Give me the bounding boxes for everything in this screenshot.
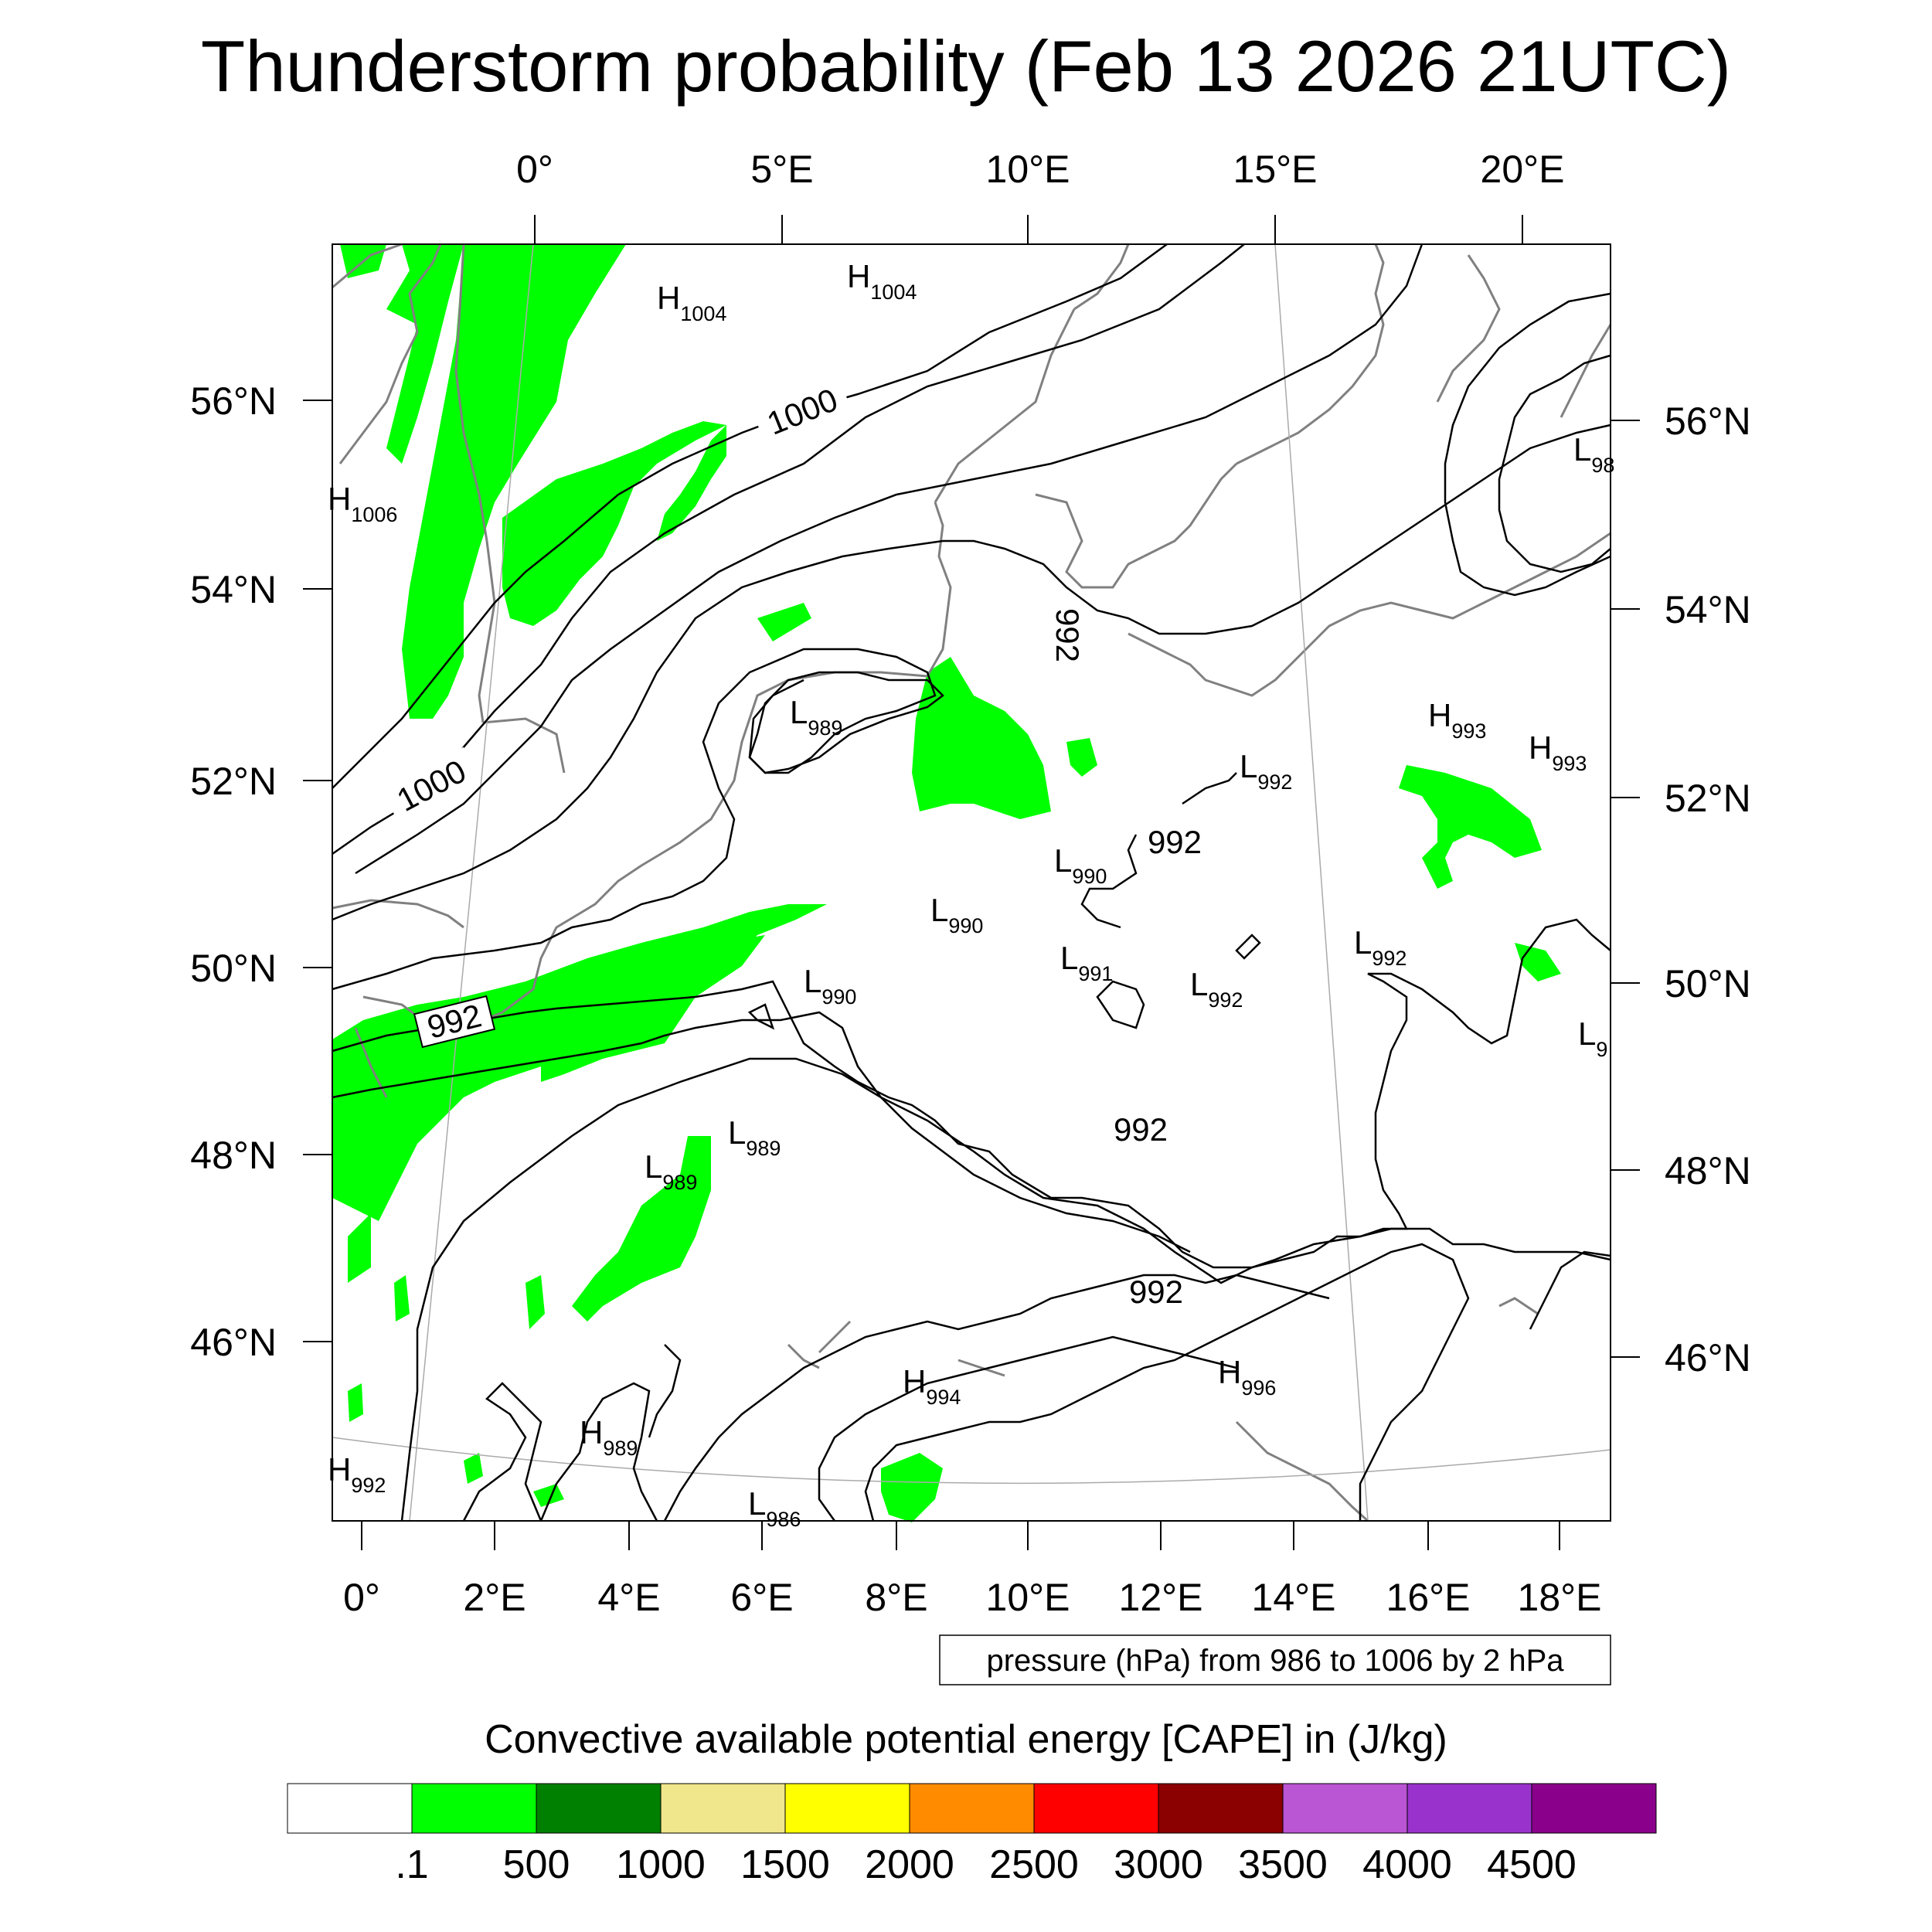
colorbar-swatch — [1406, 1783, 1532, 1834]
pressure-center: H989 — [580, 1414, 638, 1460]
pressure-center: H994 — [903, 1363, 961, 1409]
colorbar-swatch — [1282, 1783, 1408, 1834]
lat-label: 52°N — [190, 760, 277, 803]
lon-label: 15°E — [1233, 148, 1318, 191]
pressure-center: L989 — [790, 694, 842, 740]
colorbar-swatch — [536, 1783, 662, 1834]
left-latitude-axis — [303, 400, 332, 1342]
pressure-center: H1004 — [847, 258, 917, 304]
lon-label: 12°E — [1119, 1576, 1203, 1619]
contour-label: 992 — [1129, 1274, 1183, 1310]
lat-label: 46°N — [1665, 1336, 1751, 1379]
lat-label: 48°N — [190, 1134, 277, 1177]
lat-label: 54°N — [190, 568, 277, 611]
colorbar-tick-label: 2000 — [865, 1842, 954, 1887]
right-latitude-labels: 56°N 54°N 52°N 50°N 48°N 46°N — [1665, 400, 1751, 1379]
lat-label: 56°N — [190, 379, 277, 423]
colorbar-swatch — [411, 1783, 537, 1834]
lon-label: 5°E — [750, 148, 813, 191]
lat-label: 50°N — [1665, 962, 1751, 1005]
colorbar-tick-label: 1500 — [740, 1842, 830, 1887]
pressure-center: L992 — [1190, 966, 1243, 1012]
lat-label: 52°N — [1665, 777, 1751, 820]
pressure-center: L989 — [728, 1114, 781, 1160]
colorbar-tick-label: 1000 — [616, 1842, 706, 1887]
colorbar-tick-label: 3500 — [1238, 1842, 1328, 1887]
colorbar-swatch — [660, 1783, 786, 1834]
contour-labels: 1000 1000 992 992 992 992 992 — [381, 376, 1202, 1310]
graticule — [332, 243, 1611, 1522]
map-plot-area: H1004 H1004 H1006 L98 L989 H993 H993 L99… — [328, 243, 1614, 1531]
pressure-center: L986 — [748, 1485, 801, 1531]
colorbar-swatch — [1033, 1783, 1159, 1834]
pressure-center: L990 — [930, 892, 983, 937]
pressure-center: L991 — [1060, 940, 1113, 985]
lat-label: 46°N — [190, 1321, 277, 1364]
colorbar-swatch — [784, 1783, 910, 1834]
lon-label: 16°E — [1386, 1576, 1471, 1619]
contour-info-text: pressure (hPa) from 986 to 1006 by 2 hPa — [986, 1644, 1564, 1678]
pressure-contours — [332, 243, 1611, 1522]
pressure-center: H996 — [1218, 1354, 1276, 1400]
top-longitude-axis — [534, 215, 1523, 244]
colorbar-swatch — [1531, 1783, 1657, 1834]
lon-label: 0° — [343, 1576, 380, 1619]
pressure-center: L990 — [1054, 842, 1107, 888]
contour-label: 992 — [1114, 1111, 1168, 1148]
map-title: Thunderstorm probability (Feb 13 2026 21… — [201, 26, 1731, 107]
pressure-center: L990 — [804, 963, 856, 1009]
right-latitude-axis — [1611, 420, 1640, 1358]
lon-label: 4°E — [597, 1576, 660, 1619]
contour-info-box: pressure (hPa) from 986 to 1006 by 2 hPa — [939, 1634, 1611, 1685]
colorbar — [287, 1783, 1657, 1834]
colorbar-swatch — [909, 1783, 1035, 1834]
contour-label: 992 — [1049, 608, 1086, 662]
colorbar-tick-label: 500 — [503, 1842, 570, 1887]
colorbar-tick-label: .1 — [395, 1842, 428, 1887]
pressure-center: L992 — [1240, 748, 1292, 794]
bottom-longitude-axis — [361, 1521, 1560, 1550]
colorbar-tick-label: 4500 — [1487, 1842, 1577, 1887]
colorbar-swatch — [1158, 1783, 1284, 1834]
lon-label: 18°E — [1518, 1576, 1602, 1619]
lon-label: 8°E — [865, 1576, 927, 1619]
lon-label: 20°E — [1481, 148, 1565, 191]
left-latitude-labels: 56°N 54°N 52°N 50°N 48°N 46°N — [190, 379, 277, 1364]
pressure-center: L989 — [645, 1148, 697, 1194]
colorbar-labels: .1 500 1000 1500 2000 2500 3000 3500 4000 4500 — [395, 1842, 1577, 1887]
colorbar-swatch — [287, 1783, 413, 1834]
map-frame — [332, 243, 1611, 1522]
pressure-center: L9 — [1578, 1015, 1607, 1061]
pressure-center: L992 — [1354, 924, 1406, 970]
lat-label: 48°N — [1665, 1149, 1751, 1192]
pressure-center: H1004 — [657, 280, 726, 325]
lon-label: 14°E — [1252, 1576, 1336, 1619]
lon-label: 0° — [516, 148, 553, 191]
colorbar-tick-label: 4000 — [1362, 1842, 1452, 1887]
lon-label: 2°E — [463, 1576, 526, 1619]
bottom-longitude-labels: 0° 2°E 4°E 6°E 8°E 10°E 12°E 14°E 16°E 1… — [343, 1576, 1601, 1619]
lon-label: 10°E — [986, 148, 1070, 191]
pressure-center: H993 — [1428, 697, 1486, 743]
colorbar-title: Convective available potential energy [C… — [485, 1717, 1447, 1762]
lat-label: 50°N — [190, 947, 277, 990]
lon-label: 10°E — [986, 1576, 1070, 1619]
lat-label: 54°N — [1665, 588, 1751, 631]
lat-label: 56°N — [1665, 400, 1751, 443]
colorbar-tick-label: 3000 — [1114, 1842, 1203, 1887]
top-longitude-labels: 0° 5°E 10°E 15°E 20°E — [516, 148, 1564, 191]
lon-label: 6°E — [730, 1576, 793, 1619]
pressure-center: H993 — [1529, 730, 1587, 775]
contour-label: 992 — [1148, 824, 1202, 860]
colorbar-tick-label: 2500 — [989, 1842, 1079, 1887]
pressure-centers: H1004 H1004 H1006 L98 L989 H993 H993 L99… — [328, 258, 1614, 1531]
